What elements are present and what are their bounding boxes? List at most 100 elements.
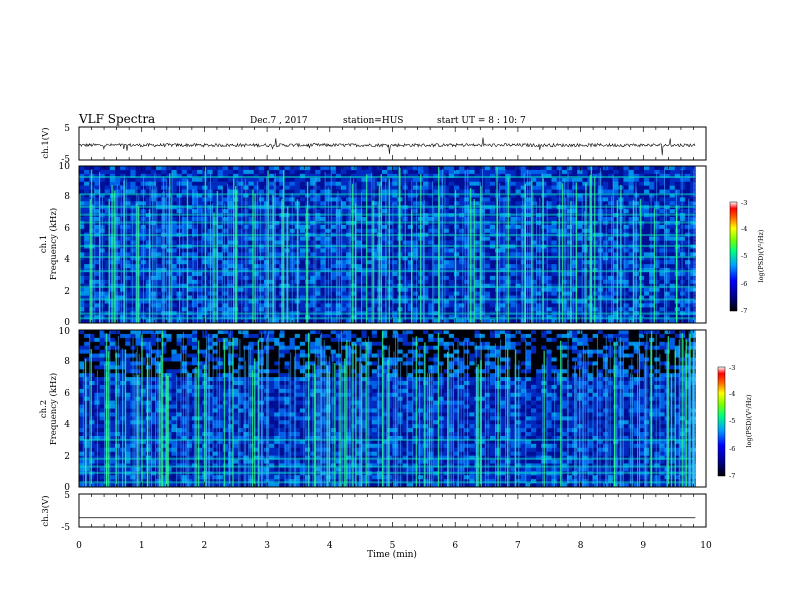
spectrogram-cell	[551, 181, 558, 187]
spectrogram-cell	[382, 260, 388, 265]
spectrogram-cell	[150, 248, 157, 253]
spectrogram-cell	[551, 264, 558, 269]
spectrogram-cell	[669, 248, 676, 253]
spectrogram-cell	[664, 299, 671, 304]
spectrogram-cell	[659, 275, 666, 281]
spectrogram-cell	[515, 271, 522, 277]
spectrogram-cell	[145, 185, 152, 191]
spectrogram-cell	[484, 189, 491, 194]
spectrogram-cell	[690, 264, 696, 269]
spectrogram-cell	[433, 248, 440, 253]
spectrogram-cell	[361, 271, 368, 277]
spectrogram-cell	[613, 264, 619, 269]
spectrogram-cell	[525, 287, 532, 293]
spectrogram-cell	[340, 279, 347, 285]
spectrogram-cell	[674, 256, 681, 261]
spectrogram-cell	[690, 201, 696, 206]
spectrogram-cell	[551, 240, 558, 245]
spectrogram-cell	[664, 228, 671, 234]
spectrogram-cell	[541, 279, 547, 285]
spectrogram-cell	[474, 177, 481, 183]
spectrogram-cell	[515, 303, 522, 308]
spectrogram-cell	[649, 291, 655, 297]
spectrogram-cell	[243, 228, 249, 234]
spectrogram-cell	[371, 224, 378, 230]
spectrogram-cell	[340, 177, 347, 183]
spectrogram-streak	[142, 177, 144, 323]
spectrogram-cell	[551, 166, 558, 171]
spectrogram-cell	[120, 248, 126, 253]
spectrogram-cell	[217, 299, 224, 304]
spectrogram-cell	[114, 303, 121, 308]
spectrogram-cell	[191, 299, 198, 304]
spectrogram-cell	[643, 307, 650, 312]
spectrogram-cell	[150, 252, 157, 257]
spectrogram-cell	[438, 271, 445, 277]
spectrogram-cell	[530, 236, 537, 242]
spectrogram-cell	[120, 166, 126, 171]
spectrogram-cell	[269, 279, 275, 285]
spectrogram-cell	[335, 185, 342, 191]
spectrogram-cell	[407, 166, 414, 171]
spectrogram-cell	[340, 240, 347, 245]
spectrogram-cell	[330, 295, 337, 300]
spectrogram-cell	[315, 248, 321, 253]
spectrogram-cell	[669, 256, 676, 261]
spectrogram-cell	[633, 181, 640, 187]
spectrogram-cell	[125, 279, 131, 285]
spectrogram-cell	[551, 252, 558, 257]
spectrogram-cell	[551, 236, 558, 242]
spectrogram-cell	[269, 248, 275, 253]
spectrogram-cell	[520, 291, 527, 297]
spectrogram-cell	[546, 303, 553, 308]
spectrogram-cell	[191, 279, 198, 285]
spectrogram-cell	[407, 181, 414, 187]
spectrogram-cell	[150, 197, 157, 202]
spectrogram-cell	[371, 185, 378, 191]
spectrogram-cell	[566, 275, 573, 281]
spectrogram-cell	[84, 185, 90, 191]
spectrogram-cell	[382, 193, 388, 198]
spectrogram-cell	[79, 264, 85, 269]
spectrogram-cell	[366, 236, 373, 242]
spectrogram-cell	[130, 181, 136, 187]
spectrogram-cell	[253, 248, 260, 253]
spectrogram-cell	[145, 209, 152, 214]
spectrogram-cell	[423, 177, 429, 183]
spectrogram-cell	[685, 291, 691, 297]
spectrogram-cell	[156, 193, 162, 198]
spectrogram-cell	[346, 177, 352, 183]
spectrogram-cell	[510, 228, 517, 234]
spectrogram-cell	[284, 201, 291, 206]
spectrogram-cell	[669, 177, 676, 183]
spectrogram-cell	[243, 224, 249, 230]
spectrogram-cell	[443, 271, 450, 277]
spectrogram-cell	[243, 279, 249, 285]
spectrogram-cell	[690, 228, 696, 234]
spectrogram-cell	[79, 193, 85, 198]
spectrogram-cell	[109, 177, 116, 183]
spectrogram-cell	[150, 287, 157, 293]
spectrogram-cell	[412, 189, 419, 194]
spectrogram-cell	[356, 252, 362, 257]
spectrogram-cell	[248, 291, 255, 297]
spectrogram-cell	[638, 197, 645, 202]
spectrogram-cell	[459, 193, 465, 198]
spectrogram-cell	[79, 181, 85, 187]
spectrogram-cell	[222, 307, 229, 312]
spectrogram-cell	[284, 169, 291, 175]
spectrogram-cell	[104, 291, 111, 297]
spectrogram-cell	[104, 260, 111, 265]
spectrogram-cell	[171, 271, 178, 277]
spectrogram-cell	[459, 177, 465, 183]
spectrogram-cell	[156, 307, 162, 312]
spectrogram-cell	[361, 260, 368, 265]
spectrogram-cell	[171, 279, 178, 285]
start-ut-label: start UT = 8 : 10: 7	[437, 116, 526, 126]
spectrogram-cell	[608, 189, 614, 194]
spectrogram-cell	[94, 240, 101, 245]
spectrogram-cell	[340, 193, 347, 198]
spectrogram-cell	[197, 303, 203, 308]
spectrogram-cell	[392, 224, 398, 230]
spectrogram-cell	[212, 181, 219, 187]
